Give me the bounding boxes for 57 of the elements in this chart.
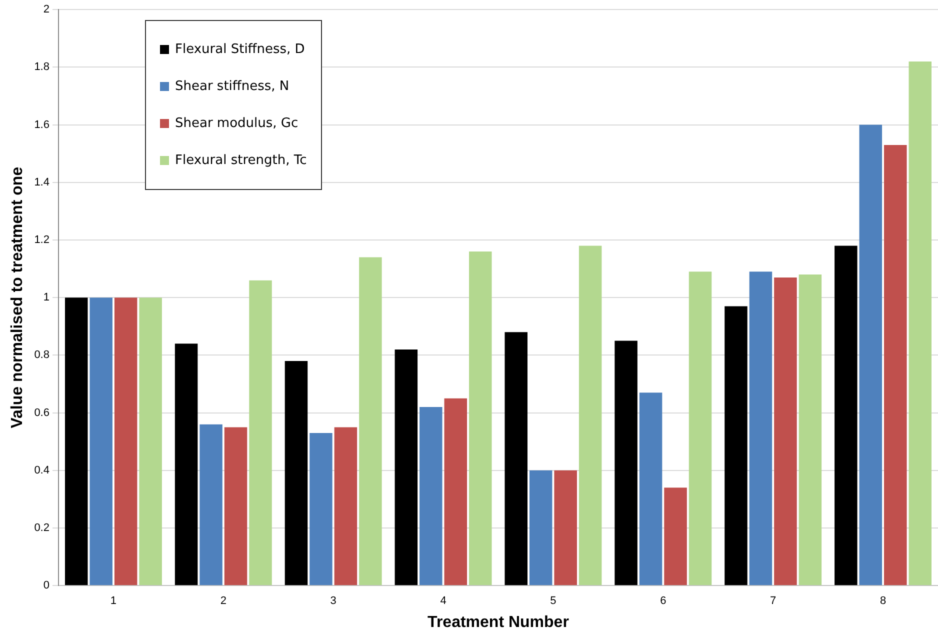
bar <box>200 424 222 586</box>
y-tick-label: 1.4 <box>34 176 50 188</box>
bar <box>420 407 442 586</box>
bar <box>554 470 577 586</box>
bar <box>64 298 88 586</box>
bar <box>469 252 492 586</box>
y-axis-title: Value normalised to treatment one <box>9 166 26 428</box>
bar <box>688 272 712 586</box>
bar <box>749 272 772 586</box>
bar <box>798 274 822 586</box>
y-tick-label: 1 <box>43 292 50 304</box>
y-tick-label: 0.4 <box>34 464 50 476</box>
bar <box>664 488 687 586</box>
bar <box>249 280 272 586</box>
x-tick-label: 3 <box>330 595 336 608</box>
x-tick-label: 4 <box>440 595 446 608</box>
bar <box>310 432 332 586</box>
bar <box>394 349 418 586</box>
x-tick-label: 5 <box>550 595 556 608</box>
bar <box>334 427 358 586</box>
y-tick-label: 2 <box>43 4 50 16</box>
bar <box>834 246 858 586</box>
bar <box>174 344 198 586</box>
x-tick-label: 1 <box>110 595 117 608</box>
bar <box>884 144 907 586</box>
legend-label: Shear modulus, Gc <box>175 116 298 131</box>
y-tick-label: 0 <box>43 580 50 592</box>
bar <box>908 61 932 586</box>
bar <box>529 470 552 586</box>
bar <box>774 277 797 586</box>
bar <box>90 298 112 586</box>
bar <box>284 360 308 586</box>
bar <box>139 298 162 586</box>
bar <box>639 392 662 586</box>
y-tick-label: 1.8 <box>34 61 50 74</box>
bar <box>578 246 602 586</box>
bar <box>724 306 748 586</box>
legend-label: Shear stiffness, N <box>175 79 290 94</box>
x-tick-label: 7 <box>770 595 776 608</box>
x-tick-label: 2 <box>220 595 226 608</box>
y-tick-label: 1.6 <box>34 118 50 131</box>
bar <box>859 124 882 586</box>
bar <box>444 398 468 586</box>
y-tick-label: 0.8 <box>34 349 50 362</box>
legend-label: Flexural Stiffness, D <box>175 42 305 57</box>
bar <box>224 427 248 586</box>
y-tick-label: 0.2 <box>34 522 50 534</box>
x-tick-label: 6 <box>660 595 666 608</box>
legend-label: Flexural strength, Tc <box>175 153 307 168</box>
y-tick-label: 0.6 <box>34 406 50 419</box>
bar <box>114 298 138 586</box>
bar <box>359 257 382 586</box>
bar <box>504 332 528 586</box>
y-tick-label: 1.2 <box>34 234 50 246</box>
x-axis-title: Treatment Number <box>428 614 569 631</box>
x-tick-label: 8 <box>880 595 886 608</box>
bar <box>614 340 638 586</box>
